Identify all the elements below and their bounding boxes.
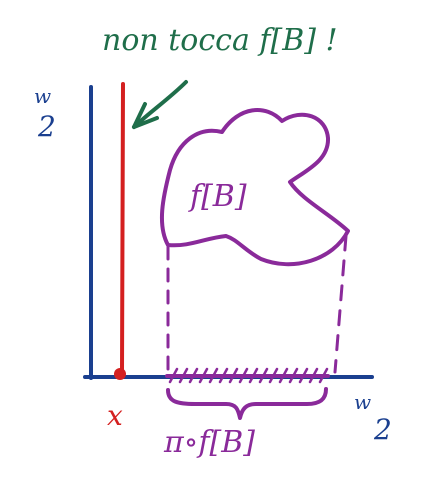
red-vertical-line [122,84,123,372]
projection-brace [168,389,326,418]
red-point-label: x [107,399,123,432]
annotation-text: non tocca f[B] ! [102,23,338,58]
red-point [114,368,126,380]
set-label: f[B] [188,179,247,214]
vertical-axis-label: w [34,84,51,108]
horizontal-axis-subscript: 2 [373,413,392,446]
vertical-axis-subscript: 2 [37,110,56,143]
projection-right-dashed-line [335,236,346,372]
annotation-arrow-shaft [134,82,186,127]
horizontal-axis-label: w [354,390,371,414]
projection-label: π∘f[B] [163,425,255,460]
